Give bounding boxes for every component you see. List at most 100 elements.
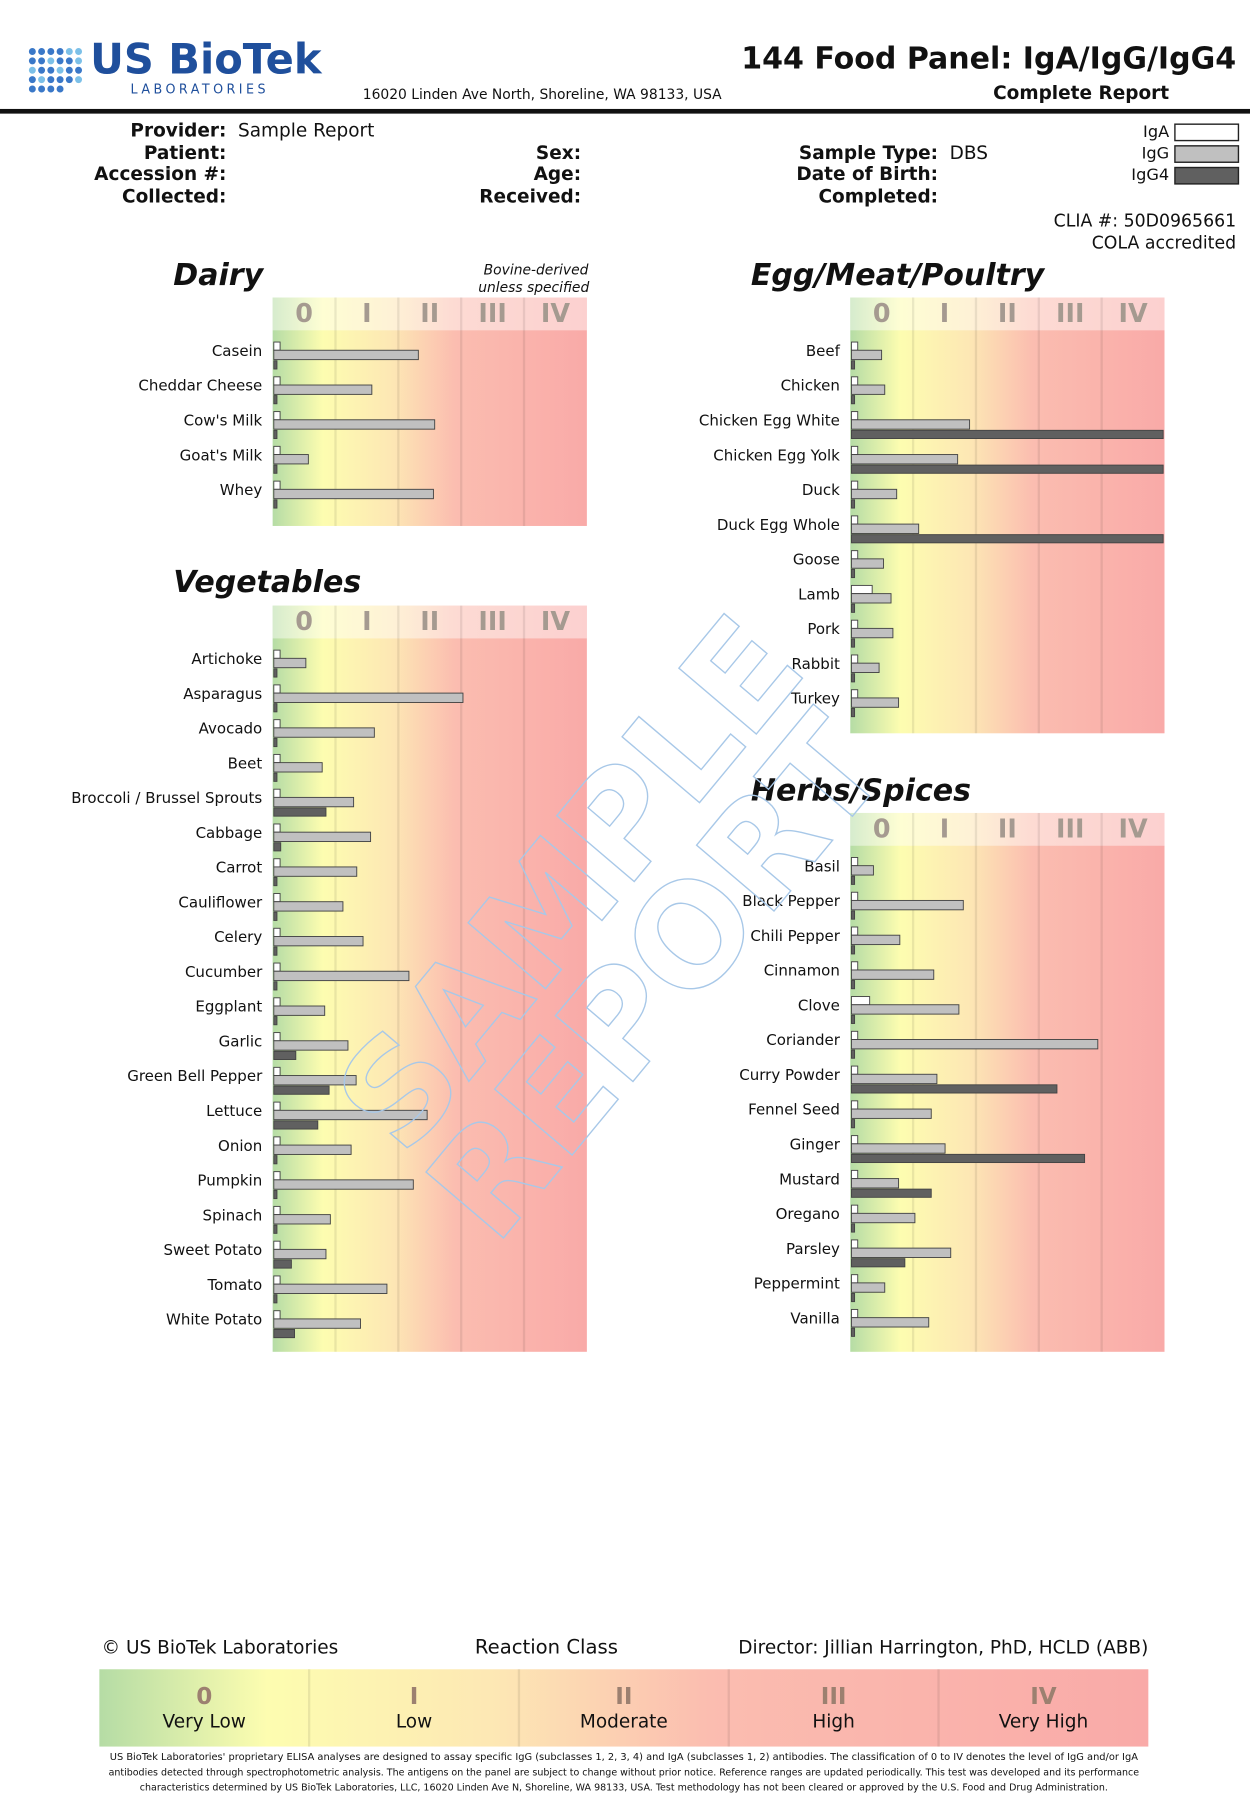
bar (850, 1223, 856, 1233)
food-label: Peppermint (754, 1274, 840, 1292)
bar (850, 1212, 916, 1224)
bar (273, 719, 281, 729)
food-label: Parsley (786, 1240, 840, 1258)
report-subtitle: Complete Report (993, 83, 1169, 104)
class-label: I (940, 814, 949, 844)
bar (850, 1084, 1058, 1094)
bar (850, 1169, 859, 1180)
bar (850, 523, 920, 534)
bar (273, 1016, 278, 1026)
info-label: Patient: (144, 143, 227, 164)
food-label: Celery (214, 928, 262, 946)
food-label: Cucumber (185, 963, 263, 981)
bar (850, 454, 959, 465)
food-label: Beet (228, 754, 263, 772)
food-label: Beef (806, 342, 841, 360)
bar (273, 772, 278, 782)
bar (850, 627, 894, 639)
bar (850, 1292, 856, 1303)
bar (273, 376, 281, 386)
class-label: IV (541, 607, 570, 637)
bar (273, 668, 278, 678)
panel-header (272, 605, 587, 639)
bar (850, 945, 856, 955)
bar (273, 877, 278, 887)
bar (850, 550, 859, 560)
class-label: II (420, 607, 439, 637)
section-title: Herbs/Spices (751, 773, 971, 808)
bar (850, 603, 856, 613)
bar (850, 1178, 900, 1189)
bar (850, 1135, 859, 1145)
info-label: Accession #: (94, 164, 226, 185)
class-label: III (478, 299, 506, 329)
class-name: High (812, 1711, 854, 1732)
panel-header (850, 812, 1165, 846)
food-label: Mustard (779, 1170, 840, 1188)
bar (273, 727, 375, 738)
bar (273, 807, 327, 817)
bar (273, 1294, 278, 1304)
bar (273, 1101, 281, 1111)
bar (850, 534, 1164, 544)
bar (273, 997, 281, 1007)
copyright: © US BioTek Laboratories (102, 1638, 339, 1659)
info-label: Date of Birth: (796, 164, 938, 185)
food-label: Black Pepper (742, 892, 840, 910)
food-label: Cheddar Cheese (138, 377, 262, 395)
bar (850, 1153, 1086, 1164)
panel-header (850, 297, 1165, 331)
bar (850, 419, 971, 430)
bar (850, 1274, 859, 1284)
class-numeral: III (821, 1683, 847, 1710)
info-label: Sex: (536, 143, 581, 164)
food-label: Turkey (790, 690, 840, 708)
section-title: Egg/Meat/Poultry (751, 258, 1046, 293)
bar (273, 1109, 428, 1121)
legend-label: IgG4 (1131, 165, 1169, 184)
food-label: Lettuce (206, 1102, 262, 1120)
food-label: Curry Powder (739, 1066, 840, 1084)
bar (850, 1108, 932, 1119)
food-label: Vanilla (790, 1309, 840, 1327)
bar (273, 360, 278, 370)
bar (850, 1073, 938, 1085)
bar (850, 1188, 932, 1198)
bar (273, 341, 281, 351)
class-label: 0 (295, 607, 313, 637)
bar (273, 927, 281, 937)
bar (273, 454, 309, 465)
bar (273, 349, 419, 361)
note: unless specified (478, 280, 589, 296)
bar (850, 1004, 960, 1015)
section-title: Vegetables (173, 565, 361, 600)
bar (273, 962, 281, 972)
bar (273, 1144, 352, 1155)
bar (850, 1317, 930, 1328)
legend-swatch (1174, 166, 1240, 185)
bar (273, 1120, 319, 1130)
disclaimer: US BioTek Laboratories' proprietary ELIS… (110, 1752, 1138, 1763)
food-label: Fennel Seed (748, 1101, 840, 1119)
bar (850, 899, 964, 911)
bar (273, 1259, 292, 1269)
info-label: Collected: (122, 186, 226, 207)
bar (273, 1136, 281, 1146)
bar (850, 654, 859, 664)
class-label: 0 (873, 814, 891, 844)
class-numeral: I (410, 1683, 419, 1710)
bar (273, 429, 278, 439)
class-name: Very High (999, 1711, 1088, 1732)
info-label: Sample Type: (799, 143, 938, 164)
cola: COLA accredited (1092, 234, 1236, 254)
bar (850, 515, 859, 525)
info-label: Provider: (130, 121, 226, 142)
class-label: IV (1119, 299, 1148, 329)
bar (850, 619, 859, 629)
disclaimer: characteristics determined by US BioTek … (140, 1783, 1108, 1794)
food-label: Chicken (781, 377, 840, 395)
info-value: DBS (950, 143, 988, 164)
bar (273, 1050, 297, 1060)
